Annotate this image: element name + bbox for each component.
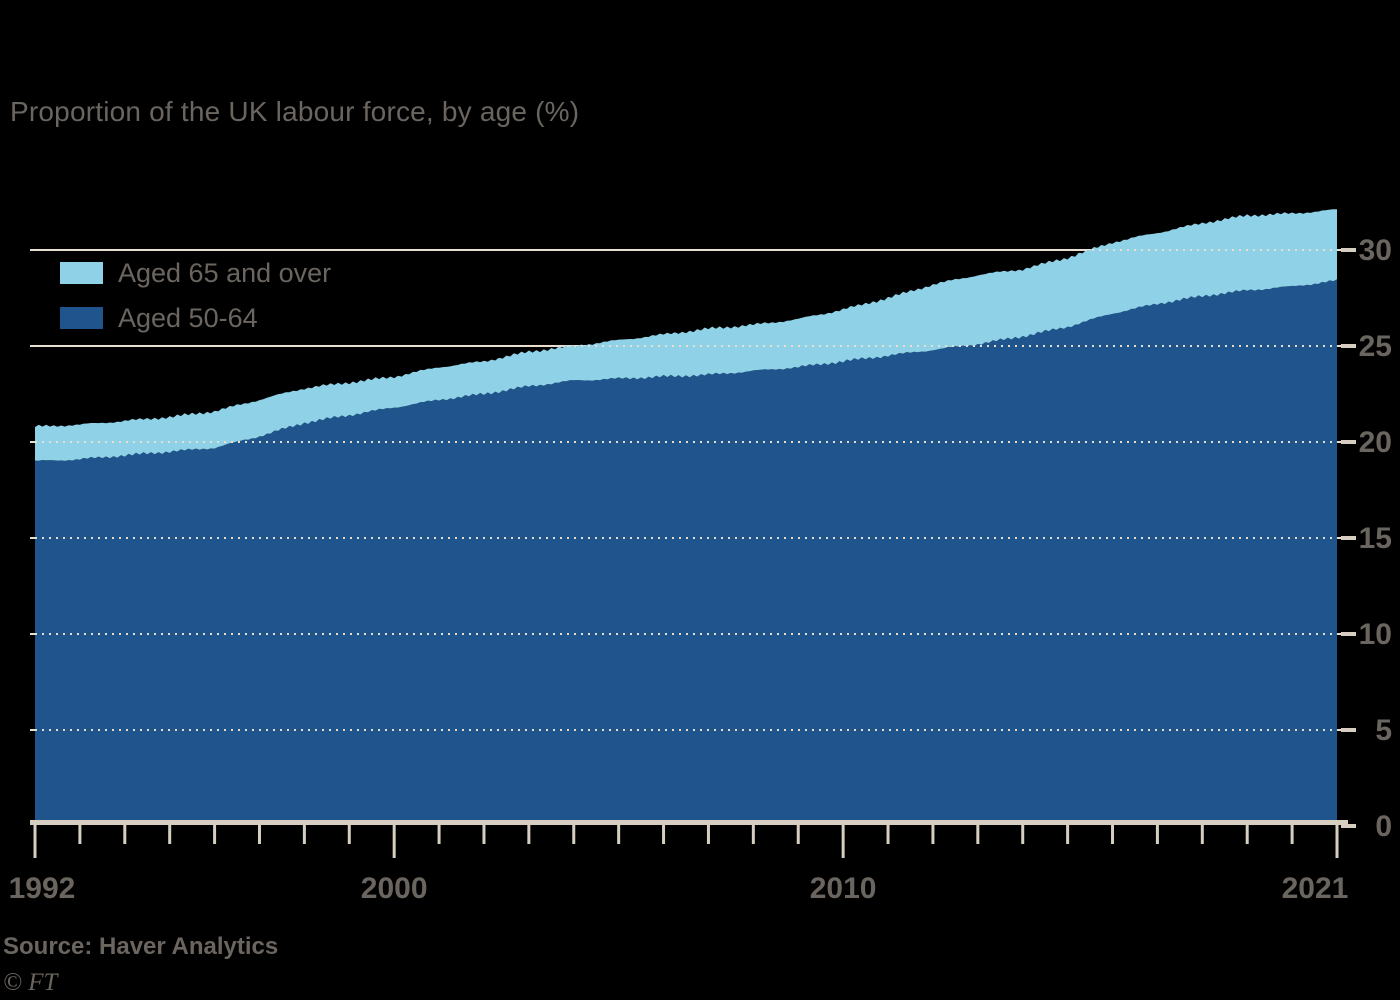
y-tick-label-10: 10 bbox=[1359, 618, 1392, 651]
x-tick-label-2010: 2010 bbox=[810, 872, 877, 905]
legend-label-aged-50-64: Aged 50-64 bbox=[118, 302, 258, 333]
area-aged-65-and-over bbox=[35, 209, 1337, 461]
legend: Aged 65 and over Aged 50-64 bbox=[60, 257, 332, 333]
y-tick-label-15: 15 bbox=[1359, 522, 1392, 555]
y-tick-label-0: 0 bbox=[1375, 810, 1392, 843]
x-tick-label-2000: 2000 bbox=[361, 872, 428, 905]
axes: 1992 2000 2010 2021 0 5 10 15 20 25 30 bbox=[9, 234, 1392, 905]
x-axis-line bbox=[30, 820, 1348, 825]
y-tick-label-20: 20 bbox=[1359, 426, 1392, 459]
legend-swatch-aged-65-and-over bbox=[60, 262, 103, 284]
x-tick-label-1992: 1992 bbox=[9, 872, 76, 905]
chart-title: Proportion of the UK labour force, by ag… bbox=[10, 96, 580, 127]
x-tick-label-2021: 2021 bbox=[1282, 872, 1349, 905]
legend-item-aged-50-64: Aged 50-64 bbox=[60, 302, 331, 333]
gridlines-dotted bbox=[35, 249, 1337, 731]
area-series bbox=[35, 209, 1337, 822]
y-tick-label-5: 5 bbox=[1375, 714, 1392, 747]
source-credit: Source: Haver Analytics bbox=[3, 933, 279, 960]
legend-swatch-aged-50-64 bbox=[60, 307, 103, 329]
area-aged-50-64 bbox=[35, 279, 1337, 822]
ft-logo: © FT bbox=[3, 969, 58, 996]
y-tick-label-30: 30 bbox=[1359, 234, 1392, 267]
legend-item-aged-65-and-over: Aged 65 and over bbox=[60, 257, 332, 288]
legend-label-aged-65-and-over: Aged 65 and over bbox=[118, 257, 332, 288]
y-tick-label-25: 25 bbox=[1359, 330, 1392, 363]
